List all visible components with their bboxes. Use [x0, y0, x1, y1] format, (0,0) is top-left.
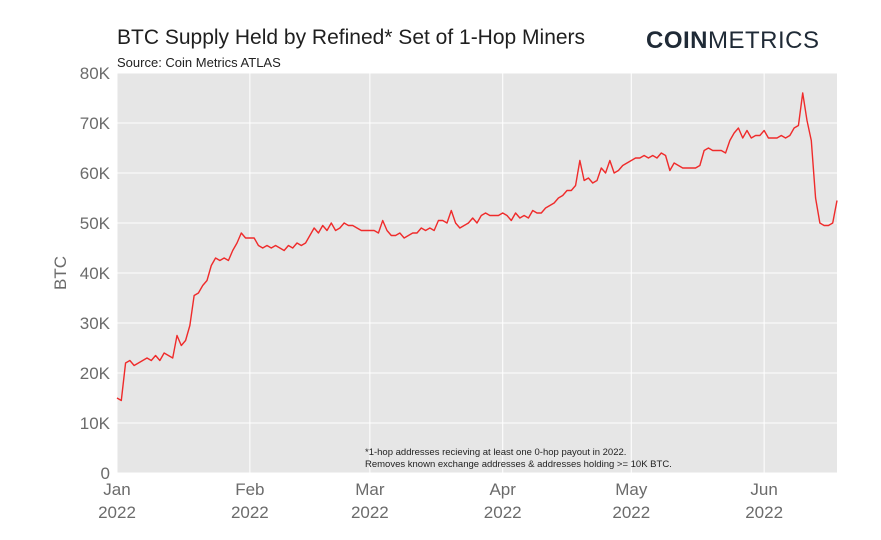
y-tick-label: 80K	[80, 64, 111, 83]
annotation-note: *1-hop addresses recieving at least one …	[365, 447, 672, 470]
y-axis-label: BTC	[51, 256, 70, 290]
coinmetrics-logo: COINMETRICS	[646, 27, 820, 55]
logo-light-text: METRICS	[708, 27, 820, 54]
y-tick-label: 60K	[80, 164, 111, 183]
y-tick-label: 70K	[80, 114, 111, 133]
x-tick-label: Feb 2022	[231, 480, 269, 522]
series-line	[116, 92, 838, 402]
logo-bold-text: COIN	[646, 27, 708, 54]
y-tick-label: 40K	[80, 264, 111, 283]
y-axis-ticks: 0 10K 20K 30K 40K 50K 60K 70K 80K	[80, 64, 111, 483]
y-tick-label: 0	[101, 464, 110, 483]
y-tick-label: 30K	[80, 314, 111, 333]
grid-lines	[116, 72, 837, 474]
annotation-line-1: *1-hop addresses recieving at least one …	[365, 447, 626, 458]
x-tick-label: Jan 2022	[98, 480, 136, 522]
chart-subtitle: Source: Coin Metrics ATLAS	[117, 55, 281, 70]
y-tick-label: 10K	[80, 414, 111, 433]
x-tick-label: Jun 2022	[745, 480, 783, 522]
y-tick-label: 50K	[80, 214, 111, 233]
x-tick-label: Mar 2022	[351, 480, 389, 522]
annotation-line-2: Removes known exchange addresses & addre…	[365, 459, 672, 470]
x-tick-label: May 2022	[612, 480, 650, 522]
chart-title: BTC Supply Held by Refined* Set of 1-Hop…	[117, 26, 586, 49]
x-axis-ticks: Jan 2022 Feb 2022 Mar 2022 Apr 2022 May 2022 Jun 20…	[98, 480, 783, 522]
x-tick-label: Apr 2022	[484, 480, 522, 522]
y-tick-label: 20K	[80, 364, 111, 383]
